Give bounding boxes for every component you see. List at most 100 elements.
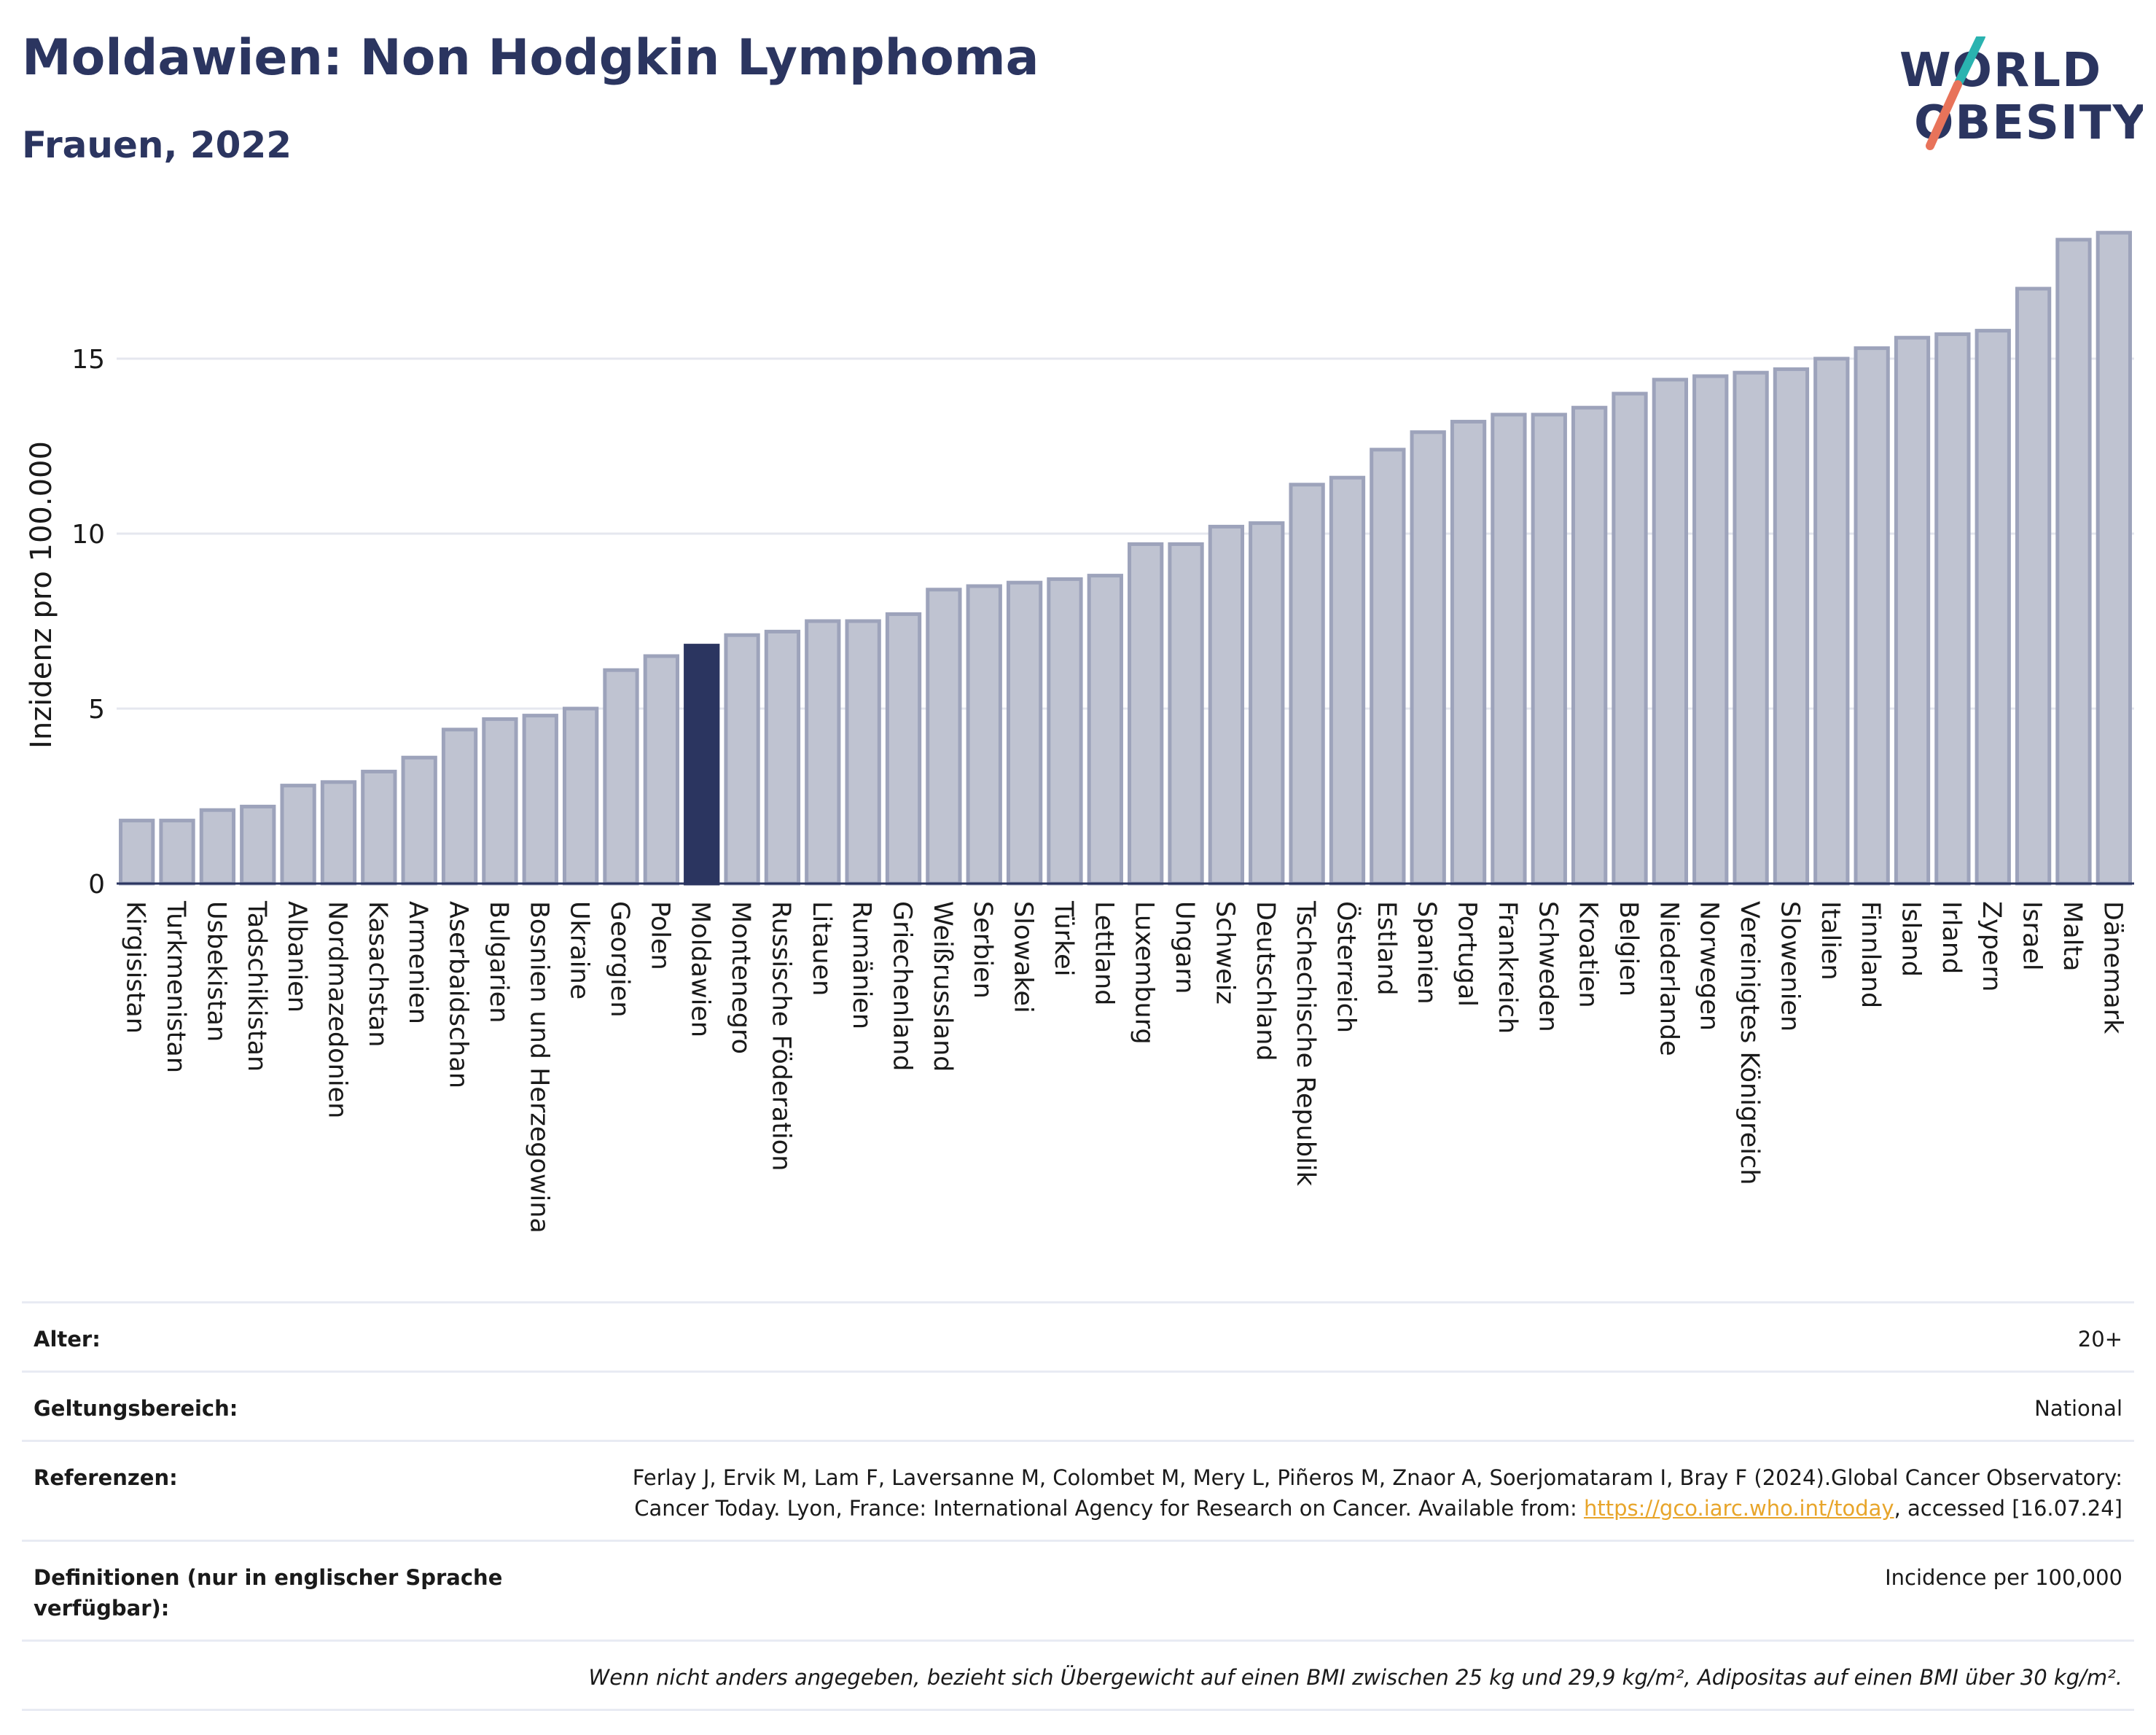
x-tick-label: Türkei bbox=[1049, 900, 1078, 976]
x-tick-label: Ungarn bbox=[1170, 901, 1199, 994]
bar bbox=[1450, 419, 1487, 886]
y-tick-label: 5 bbox=[88, 695, 105, 725]
x-tick-label: Belgien bbox=[1614, 901, 1643, 997]
bar bbox=[724, 633, 760, 886]
x-tick-label: Luxemburg bbox=[1130, 901, 1159, 1045]
x-tick-label: Slowenien bbox=[1775, 901, 1804, 1032]
bar bbox=[159, 819, 195, 886]
y-tick-label: 10 bbox=[71, 520, 105, 550]
meta-row-definitions: Definitionen (nur in englischer Sprache … bbox=[22, 1540, 2134, 1640]
bar bbox=[1208, 524, 1245, 886]
bar bbox=[1289, 483, 1325, 886]
x-tick-label: Österreich bbox=[1331, 901, 1362, 1033]
meta-row-note: Wenn nicht anders angegeben, bezieht sic… bbox=[22, 1640, 2134, 1711]
bar bbox=[2096, 230, 2132, 886]
reference-text: Ferlay J, Ervik M, Lam F, Laversanne M, … bbox=[632, 1465, 2122, 1521]
x-tick-label: Zypern bbox=[1977, 901, 2006, 991]
logo-slash-coral-icon bbox=[1926, 80, 1962, 150]
x-tick-label: Serbien bbox=[968, 901, 997, 999]
x-tick-label: Kroatien bbox=[1574, 901, 1603, 1008]
bmi-footnote: Wenn nicht anders angegeben, bezieht sic… bbox=[588, 1665, 2122, 1690]
bar bbox=[885, 612, 922, 886]
x-tick-label: Litauen bbox=[807, 901, 836, 996]
meta-row-references: Referenzen: Ferlay J, Ervik M, Lam F, La… bbox=[22, 1440, 2134, 1540]
meta-value-references: Ferlay J, Ervik M, Lam F, Laversanne M, … bbox=[558, 1462, 2122, 1524]
bar bbox=[562, 706, 599, 886]
bar bbox=[1975, 329, 2011, 886]
bar bbox=[1249, 521, 1285, 886]
meta-value-age: 20+ bbox=[2077, 1327, 2122, 1352]
bar bbox=[1571, 405, 1608, 886]
x-tick-label: Portugal bbox=[1453, 901, 1482, 1007]
bar bbox=[1692, 374, 1729, 886]
chart-title: Moldawien: Non Hodgkin Lymphoma bbox=[22, 29, 1039, 87]
bar bbox=[1491, 413, 1527, 886]
bar bbox=[119, 819, 155, 886]
x-tick-label: Bosnien und Herzegowina bbox=[524, 901, 553, 1233]
x-tick-label: Kirgisistan bbox=[121, 901, 150, 1034]
bar bbox=[240, 804, 276, 886]
x-tick-label: Schweiz bbox=[1210, 901, 1239, 1005]
x-tick-label: Montenegro bbox=[726, 901, 755, 1054]
x-tick-label: Kasachstan bbox=[363, 901, 392, 1047]
x-tick-label: Island bbox=[1897, 901, 1926, 977]
y-tick-label: 15 bbox=[71, 345, 105, 375]
meta-label-references: Referenzen: bbox=[34, 1465, 178, 1490]
bar bbox=[643, 654, 680, 886]
bar bbox=[1168, 542, 1204, 886]
x-tick-label: Estland bbox=[1372, 901, 1401, 996]
x-tick-label: Dänemark bbox=[2098, 901, 2127, 1034]
x-tick-label: Russische Föderation bbox=[766, 901, 795, 1171]
bar-chart: 0 5 10 15 Kirgisistan Turkmenistan Usbekistan… bbox=[25, 230, 2134, 1233]
x-tick-label: Italien bbox=[1816, 901, 1845, 980]
meta-label-age: Alter: bbox=[34, 1327, 101, 1352]
x-tick-label: Schweden bbox=[1533, 901, 1562, 1032]
bar bbox=[1652, 378, 1689, 886]
x-tick-label: Turkmenistan bbox=[161, 900, 190, 1073]
bar-highlighted bbox=[684, 644, 720, 886]
bar bbox=[1128, 542, 1164, 886]
bar bbox=[1531, 413, 1567, 886]
logo-slash-teal-icon bbox=[1955, 36, 1985, 86]
bar bbox=[1894, 335, 1931, 886]
x-tick-label: Moldawien bbox=[686, 901, 715, 1037]
chart-subtitle: Frauen, 2022 bbox=[22, 124, 292, 166]
x-tick-label: Irland bbox=[1937, 901, 1966, 974]
x-tick-label: Lettland bbox=[1089, 901, 1118, 1005]
y-axis-label: Inzidenz pro 100.000 bbox=[25, 441, 58, 749]
bar bbox=[1087, 574, 1123, 886]
x-tick-label: Aserbaidschan bbox=[444, 901, 473, 1088]
bar bbox=[199, 808, 236, 886]
bar bbox=[1047, 577, 1083, 886]
x-tick-label: Polen bbox=[645, 901, 674, 970]
x-tick-label: Finnland bbox=[1856, 901, 1885, 1008]
bar bbox=[966, 584, 1002, 886]
meta-label-scope: Geltungsbereich: bbox=[34, 1396, 238, 1421]
bar bbox=[1370, 448, 1406, 886]
bar bbox=[441, 728, 478, 886]
bar bbox=[1733, 370, 1769, 886]
bar bbox=[1006, 580, 1043, 886]
bar bbox=[1329, 475, 1366, 886]
meta-value-definitions: Incidence per 100,000 bbox=[1885, 1565, 2122, 1590]
bar bbox=[603, 668, 639, 886]
x-tick-label: Tadschikistan bbox=[242, 900, 271, 1072]
x-tick-label: Deutschland bbox=[1251, 901, 1280, 1061]
y-axis-ticks: 0 5 10 15 bbox=[71, 345, 105, 900]
x-tick-label: Albanien bbox=[282, 901, 311, 1013]
bar bbox=[1773, 367, 1810, 886]
reference-accessed: , accessed [16.07.24] bbox=[1894, 1496, 2122, 1521]
metadata-table: Alter: 20+ Geltungsbereich: National Ref… bbox=[22, 1301, 2134, 1711]
bar bbox=[482, 717, 518, 886]
bar bbox=[1934, 332, 1971, 886]
x-tick-label: Ukraine bbox=[565, 901, 594, 999]
bar bbox=[1813, 356, 1850, 886]
bar bbox=[401, 755, 437, 886]
reference-link[interactable]: https://gco.iarc.who.int/today bbox=[1583, 1496, 1894, 1521]
x-tick-label: Usbekistan bbox=[201, 901, 230, 1042]
bar bbox=[522, 714, 558, 886]
x-tick-label: Malta bbox=[2058, 901, 2087, 972]
logo-text-world: WORLD bbox=[1899, 44, 2102, 98]
x-tick-label: Israel bbox=[2018, 901, 2047, 971]
x-tick-label: Griechenland bbox=[888, 901, 917, 1071]
